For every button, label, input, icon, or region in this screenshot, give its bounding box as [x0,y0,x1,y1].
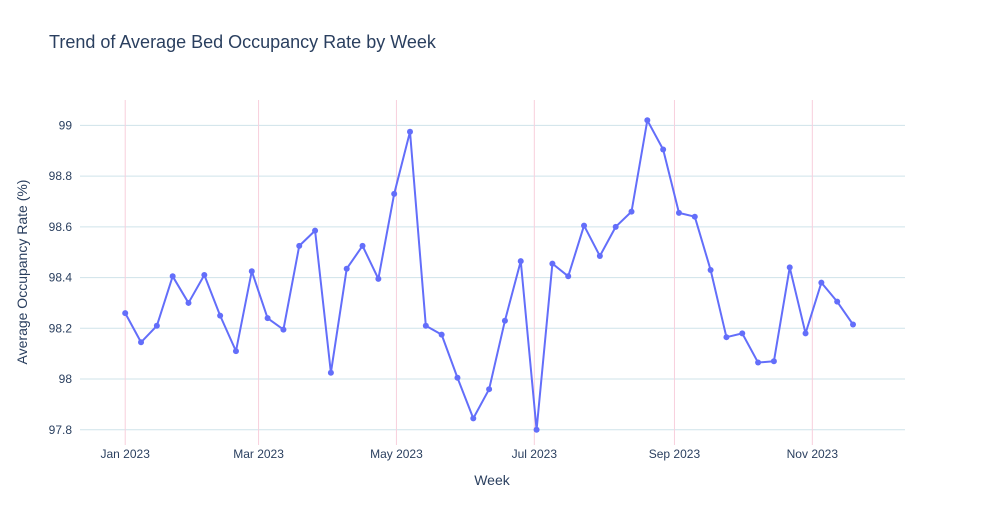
data-point[interactable] [739,330,746,337]
data-point[interactable] [201,272,208,279]
data-point[interactable] [391,190,398,197]
data-point[interactable] [138,339,145,346]
x-axis-label: Week [474,472,511,488]
data-point[interactable] [454,374,461,381]
y-tick-label: 98.8 [49,169,73,183]
data-point[interactable] [486,386,493,393]
grid [80,100,905,445]
data-point[interactable] [248,268,255,275]
x-tick-label: Mar 2023 [233,447,284,461]
chart-title: Trend of Average Bed Occupancy Rate by W… [49,32,436,52]
data-point[interactable] [422,322,429,329]
axes: 97.8 98 98.2 98.4 98.6 98.8 99 Jan 2023 Mar 2023… [49,118,839,461]
data-point[interactable] [517,258,524,265]
y-tick-label: 98.2 [49,321,73,335]
data-point[interactable] [802,330,809,337]
data-point[interactable] [232,348,239,355]
series-line [124,119,854,431]
data-point[interactable] [280,326,287,333]
data-point[interactable] [596,253,603,260]
data-point[interactable] [644,117,651,124]
y-axis-label: Average Occupancy Rate (%) [14,180,30,365]
data-point[interactable] [501,317,508,324]
data-point[interactable] [153,322,160,329]
data-point[interactable] [850,321,857,328]
data-point[interactable] [185,299,192,306]
data-point[interactable] [565,273,572,280]
data-point[interactable] [438,331,445,338]
data-point[interactable] [327,369,334,376]
y-tick-label: 98.6 [49,220,73,234]
data-point[interactable] [612,223,619,230]
data-point[interactable] [122,310,129,317]
data-point[interactable] [675,209,682,216]
series [122,117,857,433]
y-tick-label: 98 [59,372,73,386]
data-point[interactable] [217,312,224,319]
y-tick-label: 98.4 [49,271,73,285]
data-point[interactable] [691,213,698,220]
data-point[interactable] [343,265,350,272]
data-point[interactable] [533,426,540,433]
x-tick-label: May 2023 [370,447,423,461]
x-tick-label: Nov 2023 [787,447,839,461]
data-point[interactable] [834,298,841,305]
data-point[interactable] [818,279,825,286]
data-point[interactable] [628,208,635,215]
data-point[interactable] [581,222,588,229]
x-tick-label: Jul 2023 [512,447,558,461]
data-point[interactable] [470,415,477,422]
data-point[interactable] [375,275,382,282]
data-point[interactable] [359,242,366,249]
data-point[interactable] [660,146,667,153]
data-point[interactable] [755,359,762,366]
data-point[interactable] [296,242,303,249]
data-point[interactable] [786,264,793,271]
data-point[interactable] [707,266,714,273]
y-tick-label: 99 [59,118,73,132]
data-point[interactable] [169,273,176,280]
data-point[interactable] [407,128,413,135]
data-point[interactable] [723,334,730,341]
data-point[interactable] [770,358,777,365]
x-tick-label: Sep 2023 [649,447,701,461]
x-tick-label: Jan 2023 [101,447,151,461]
data-point[interactable] [549,260,556,267]
y-tick-label: 97.8 [49,423,73,437]
data-point[interactable] [264,315,271,322]
data-point[interactable] [312,227,319,234]
